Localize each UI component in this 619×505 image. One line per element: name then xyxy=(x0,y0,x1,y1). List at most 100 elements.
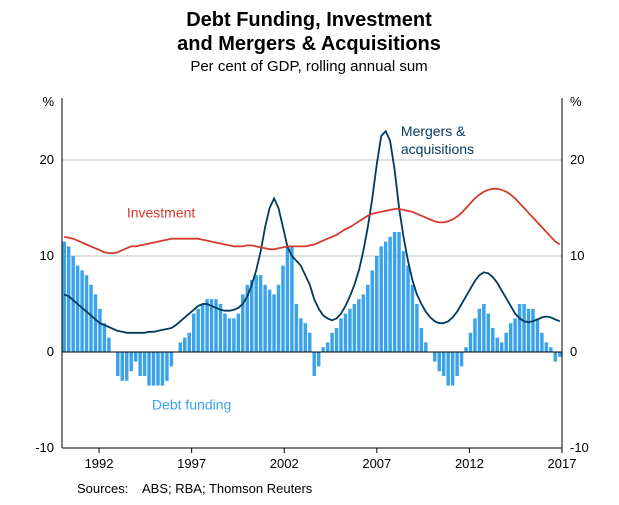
debt-funding-bar xyxy=(286,246,289,352)
debt-funding-bar xyxy=(473,318,476,352)
debt-funding-bar xyxy=(478,309,481,352)
debt-funding-bar xyxy=(527,309,530,352)
debt-funding-bar xyxy=(366,285,369,352)
debt-funding-bar xyxy=(170,352,173,366)
debt-funding-bar xyxy=(455,352,458,376)
source-text: ABS; RBA; Thomson Reuters xyxy=(142,481,313,496)
debt-funding-bar xyxy=(549,347,552,352)
debt-funding-bar xyxy=(103,323,106,352)
debt-funding-bar xyxy=(513,318,516,352)
debt-funding-bar xyxy=(357,299,360,352)
debt-funding-bar xyxy=(554,352,557,362)
y-unit-left: % xyxy=(42,94,54,109)
debt-funding-bar xyxy=(76,266,79,352)
debt-funding-bar xyxy=(228,318,231,352)
debt-funding-bar xyxy=(156,352,159,386)
debt-funding-bar xyxy=(71,256,74,352)
source-label: Sources: xyxy=(77,481,128,496)
debt-funding-bar xyxy=(348,309,351,352)
ytick-left: 0 xyxy=(47,344,54,359)
xtick: 2002 xyxy=(270,456,299,471)
debt-funding-bar xyxy=(125,352,128,381)
debt-funding-bar xyxy=(379,246,382,352)
debt-funding-bar xyxy=(371,270,374,352)
xtick: 1992 xyxy=(85,456,114,471)
debt-funding-bar xyxy=(375,256,378,352)
xtick: 2007 xyxy=(362,456,391,471)
ytick-left: -10 xyxy=(35,440,54,455)
debt-funding-bar xyxy=(344,314,347,352)
xtick: 2012 xyxy=(455,456,484,471)
debt-funding-bar xyxy=(192,314,195,352)
debt-funding-bar xyxy=(504,333,507,352)
debt-funding-bar xyxy=(232,318,235,352)
debt-funding-bar xyxy=(411,285,414,352)
debt-funding-bar xyxy=(496,338,499,352)
debt-funding-bar xyxy=(388,237,391,352)
debt-funding-bar xyxy=(482,304,485,352)
debt-funding-bar xyxy=(129,352,132,371)
debt-funding-bar xyxy=(295,304,298,352)
debt-funding-bar xyxy=(362,294,365,352)
debt-funding-bar xyxy=(179,342,182,352)
debt-funding-bar xyxy=(317,352,320,366)
debt-funding-bar xyxy=(80,270,83,352)
ytick-right: -10 xyxy=(570,440,589,455)
debt-funding-bar xyxy=(183,338,186,352)
debt-funding-bar xyxy=(442,352,445,376)
debt-funding-bar xyxy=(259,275,262,352)
debt-funding-bar xyxy=(487,314,490,352)
debt-funding-bar xyxy=(464,347,467,352)
debt-funding-bar xyxy=(147,352,150,386)
chart-title-line2: and Mergers & Acquisitions xyxy=(177,33,441,55)
debt-funding-bar xyxy=(299,318,302,352)
debt-funding-bar xyxy=(263,285,266,352)
debt-funding-bar xyxy=(491,328,494,352)
debt-funding-bar xyxy=(536,318,539,352)
debt-funding-bar xyxy=(446,352,449,386)
debt-funding-bar xyxy=(420,328,423,352)
debt-funding-bar xyxy=(121,352,124,381)
debt-funding-bar xyxy=(330,333,333,352)
chart-container: Debt Funding, Investmentand Mergers & Ac… xyxy=(0,0,619,505)
debt-funding-bar xyxy=(424,342,427,352)
debt-funding-bar xyxy=(518,304,521,352)
debt-funding-bar xyxy=(451,352,454,386)
debt-funding-bar xyxy=(134,352,137,362)
debt-funding-bar xyxy=(522,304,525,352)
debt-funding-bar xyxy=(509,323,512,352)
debt-funding-bar xyxy=(116,352,119,376)
debt-funding-bar xyxy=(339,318,342,352)
debt-funding-bar xyxy=(304,323,307,352)
debt-funding-bar xyxy=(237,314,240,352)
debt-funding-bar xyxy=(254,275,257,352)
debt-funding-bar xyxy=(94,294,97,352)
debt-funding-bar xyxy=(272,294,275,352)
debt-funding-bar xyxy=(540,333,543,352)
debt-funding-bar xyxy=(161,352,164,386)
debt-funding-bar xyxy=(62,242,65,352)
debt-funding-bar xyxy=(205,299,208,352)
debt-funding-bar xyxy=(277,285,280,352)
ytick-right: 20 xyxy=(570,152,584,167)
xtick: 1997 xyxy=(177,456,206,471)
debt-funding-bar xyxy=(460,352,463,366)
chart-title-line1: Debt Funding, Investment xyxy=(186,9,432,31)
ytick-right: 0 xyxy=(570,344,577,359)
debt-funding-bar xyxy=(219,304,222,352)
mergers-label-line2: acquisitions xyxy=(401,141,474,157)
debt-funding-bar xyxy=(397,232,400,352)
debt-funding-bar xyxy=(545,342,548,352)
debt-funding-bar xyxy=(268,290,271,352)
debt-funding-bar xyxy=(98,309,101,352)
debt-funding-bar xyxy=(335,328,338,352)
debt-funding-bar xyxy=(67,246,70,352)
debt-funding-label: Debt funding xyxy=(152,397,231,413)
debt-funding-bar xyxy=(321,347,324,352)
debt-funding-bar xyxy=(558,352,561,357)
debt-funding-bar xyxy=(290,246,293,352)
debt-funding-bar xyxy=(89,285,92,352)
debt-funding-bar xyxy=(281,266,284,352)
debt-funding-bar xyxy=(107,338,110,352)
ytick-right: 10 xyxy=(570,248,584,263)
